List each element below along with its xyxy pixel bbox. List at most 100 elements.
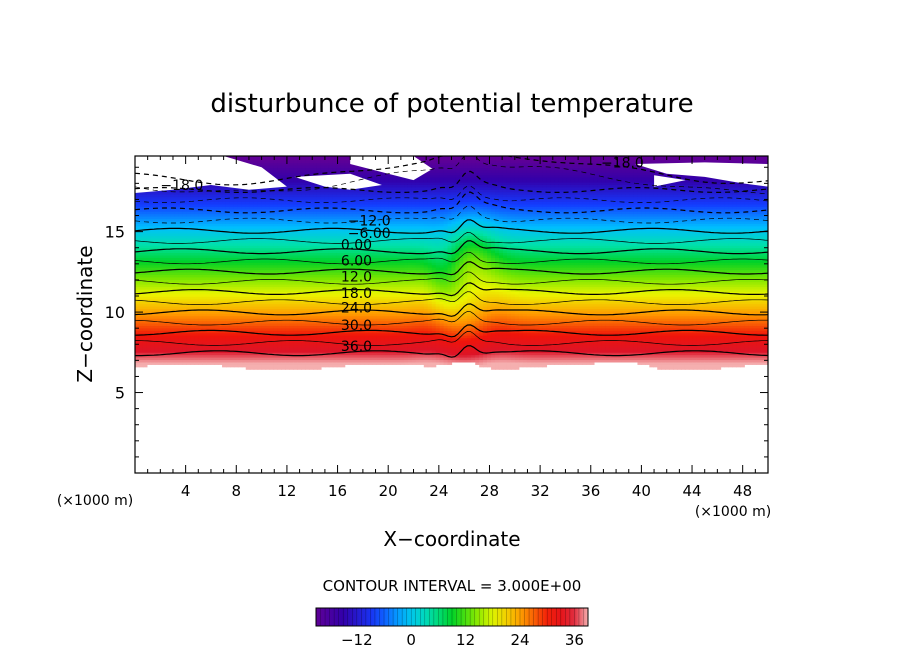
field-cell bbox=[170, 279, 176, 283]
field-cell bbox=[190, 359, 195, 363]
field-cell bbox=[241, 208, 247, 212]
field-cell bbox=[178, 354, 184, 358]
field-cell bbox=[241, 357, 247, 361]
field-cell bbox=[253, 330, 259, 334]
field-cell bbox=[135, 296, 140, 300]
field-cell bbox=[142, 361, 148, 365]
field-cell bbox=[261, 354, 267, 358]
field-cell bbox=[190, 254, 195, 258]
field-cell bbox=[198, 359, 203, 363]
field-cell bbox=[158, 271, 164, 275]
field-cell bbox=[170, 274, 176, 278]
field-cell bbox=[154, 271, 160, 275]
field-cell bbox=[178, 271, 184, 275]
field-cell bbox=[222, 203, 227, 207]
field-cell bbox=[257, 228, 263, 232]
field-cell bbox=[158, 335, 164, 339]
field-cell bbox=[225, 216, 231, 220]
field-cell bbox=[162, 262, 168, 266]
field-cell bbox=[182, 352, 188, 356]
field-cell bbox=[202, 337, 207, 341]
field-cell bbox=[174, 337, 180, 341]
field-cell bbox=[222, 208, 227, 212]
field-cell bbox=[210, 233, 215, 237]
field-cell bbox=[170, 286, 176, 290]
field-cell bbox=[233, 242, 239, 246]
field-cell bbox=[214, 254, 219, 258]
field-cell bbox=[139, 153, 144, 156]
field-cell bbox=[233, 303, 239, 307]
field-cell bbox=[138, 293, 144, 297]
field-cell bbox=[257, 211, 263, 215]
field-cell bbox=[142, 262, 148, 266]
field-cell bbox=[170, 361, 176, 365]
field-cell bbox=[206, 191, 211, 195]
field-cell bbox=[257, 254, 263, 258]
field-cell bbox=[170, 315, 176, 319]
field-cell bbox=[146, 308, 152, 312]
field-cell bbox=[178, 191, 184, 195]
field-cell bbox=[146, 354, 152, 358]
field-cell bbox=[186, 310, 191, 314]
field-cell bbox=[253, 245, 259, 249]
field-cell bbox=[218, 293, 223, 297]
field-cell bbox=[178, 340, 184, 344]
field-cell bbox=[138, 315, 144, 319]
chart-title: disturbunce of potential temperature bbox=[210, 89, 693, 119]
field-cell bbox=[233, 191, 239, 195]
field-cell bbox=[138, 318, 144, 322]
field-cell bbox=[233, 298, 239, 302]
field-cell bbox=[198, 288, 203, 292]
field-cell bbox=[245, 352, 251, 356]
field-cell bbox=[194, 291, 199, 295]
field-cell bbox=[154, 216, 160, 220]
field-cell bbox=[170, 337, 176, 341]
field-cell bbox=[198, 298, 203, 302]
field-cell bbox=[225, 288, 231, 292]
field-cell bbox=[179, 153, 184, 156]
field-cell bbox=[225, 254, 231, 258]
field-cell bbox=[225, 327, 231, 331]
field-cell bbox=[257, 347, 263, 351]
field-cell bbox=[135, 325, 140, 329]
field-cell bbox=[218, 186, 223, 190]
field-cell bbox=[138, 220, 144, 224]
field-cell bbox=[154, 330, 160, 334]
field-cell bbox=[142, 298, 148, 302]
field-cell bbox=[174, 257, 180, 261]
field-cell bbox=[206, 235, 211, 239]
field-cell bbox=[229, 240, 235, 244]
field-cell bbox=[257, 250, 263, 254]
field-cell bbox=[253, 250, 259, 254]
field-cell bbox=[178, 286, 184, 290]
field-cell bbox=[206, 271, 211, 275]
field-cell bbox=[142, 194, 148, 198]
field-cell bbox=[253, 347, 259, 351]
field-cell bbox=[142, 296, 148, 300]
field-cell bbox=[150, 327, 156, 331]
field-cell bbox=[317, 153, 322, 156]
field-cell bbox=[178, 352, 184, 356]
field-cell bbox=[222, 225, 227, 229]
field-cell bbox=[138, 320, 144, 324]
field-cell bbox=[154, 315, 160, 319]
field-cell bbox=[194, 274, 199, 278]
field-cell bbox=[178, 189, 184, 193]
field-cell bbox=[257, 288, 263, 292]
field-cell bbox=[178, 250, 184, 254]
field-cell bbox=[257, 301, 263, 305]
field-cell bbox=[174, 347, 180, 351]
field-cell bbox=[202, 335, 207, 339]
field-cell bbox=[206, 281, 211, 285]
field-cell bbox=[229, 293, 235, 297]
field-cell bbox=[166, 354, 172, 358]
field-cell bbox=[154, 254, 160, 258]
field-cell bbox=[250, 153, 255, 156]
field-cell bbox=[245, 342, 251, 346]
field-cell bbox=[237, 357, 243, 361]
field-cell bbox=[241, 335, 247, 339]
field-cell bbox=[154, 325, 160, 329]
field-cell bbox=[245, 237, 251, 241]
field-cell bbox=[150, 252, 156, 256]
field-cell bbox=[158, 264, 164, 268]
